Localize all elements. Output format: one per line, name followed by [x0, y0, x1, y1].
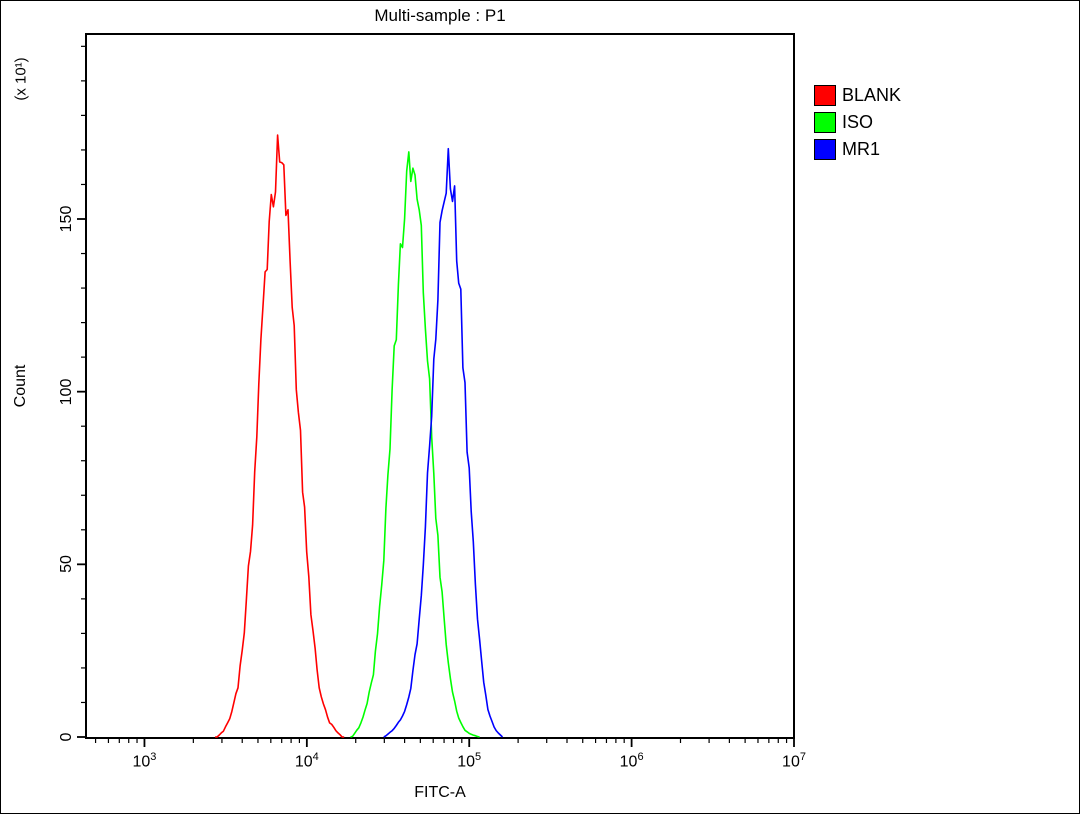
legend-item-blank: BLANK	[814, 85, 901, 106]
x-tick-label: 106	[619, 751, 644, 771]
x-tick-label: 103	[132, 751, 157, 771]
plot-border	[85, 33, 795, 739]
legend-item-mr1: MR1	[814, 139, 901, 160]
series-curve-blank	[215, 134, 345, 738]
legend-item-iso: ISO	[814, 112, 901, 133]
y-tick-label: 150	[58, 205, 75, 233]
chart-title: Multi-sample : P1	[374, 6, 506, 25]
x-axis-label: FITC-A	[414, 784, 466, 801]
legend-label-iso: ISO	[842, 112, 874, 132]
legend-swatch-mr1	[814, 139, 836, 160]
y-tick-label: 50	[58, 555, 75, 574]
y-tick-label: 100	[58, 378, 75, 406]
legend-label-blank: BLANK	[842, 85, 902, 105]
x-tick-label: 107	[782, 751, 806, 771]
x-tick-label: 104	[294, 751, 319, 771]
legend-swatch-iso	[814, 112, 836, 133]
x-tick-label: 105	[457, 751, 482, 771]
legend-label-mr1: MR1	[842, 139, 881, 159]
series-curve-mr1	[383, 147, 504, 738]
legend: BLANK ISO MR1	[814, 85, 901, 166]
legend-swatch-blank	[814, 85, 836, 106]
y-tick-label: 0	[58, 732, 75, 742]
series-curve-iso	[350, 151, 480, 738]
